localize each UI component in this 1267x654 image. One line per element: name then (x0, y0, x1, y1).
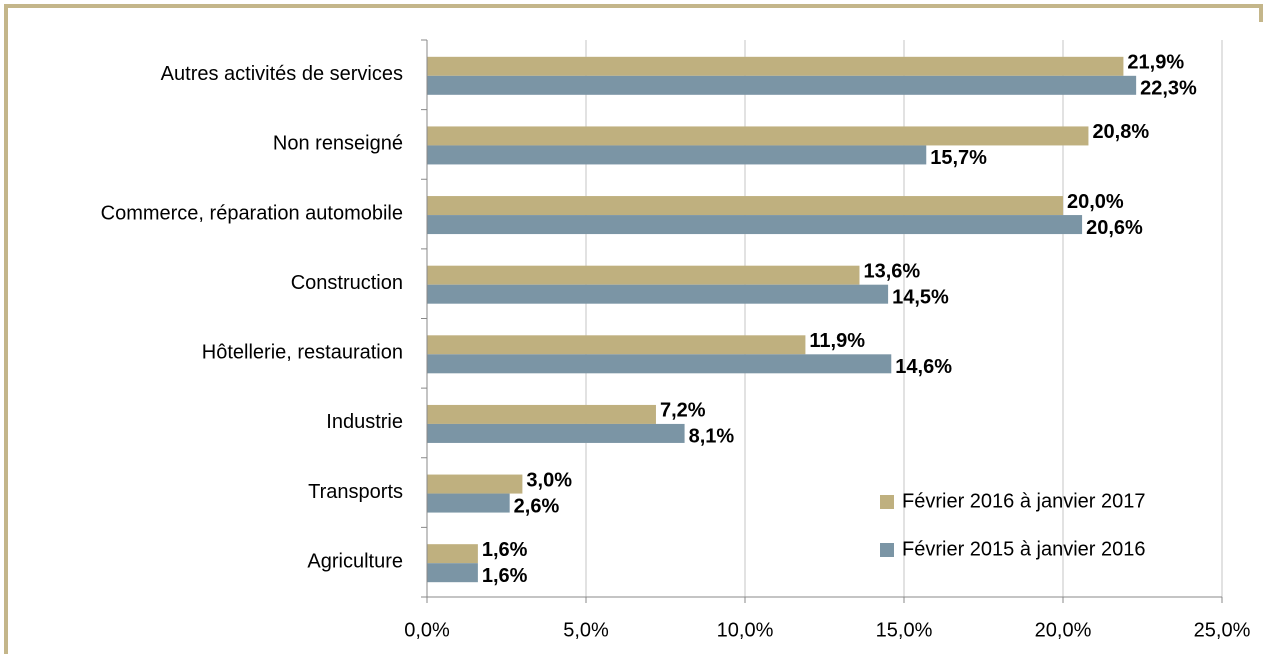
bar (427, 284, 889, 304)
x-tick-label: 15,0% (876, 619, 933, 641)
bar (427, 354, 892, 374)
value-label: 20,8% (1092, 121, 1149, 143)
bar (427, 563, 478, 583)
legend-label: Février 2016 à janvier 2017 (902, 490, 1145, 512)
bar (427, 423, 685, 443)
bar (427, 474, 523, 494)
y-tick-label: Construction (291, 272, 403, 294)
y-tick-label: Transports (308, 481, 403, 503)
bar (427, 265, 860, 285)
value-label: 1,6% (482, 539, 528, 561)
bar (427, 145, 927, 165)
bar (427, 404, 656, 424)
value-label: 21,9% (1127, 52, 1184, 74)
value-label: 11,9% (809, 330, 865, 352)
value-label: 14,6% (895, 356, 952, 378)
value-label: 1,6% (482, 565, 528, 587)
bar (427, 335, 806, 355)
value-label: 14,5% (892, 286, 949, 308)
x-tick-label: 25,0% (1194, 619, 1251, 641)
value-label: 22,3% (1140, 78, 1197, 100)
bar (427, 126, 1089, 146)
bar (427, 56, 1124, 76)
bar (427, 215, 1083, 235)
legend-swatch (880, 495, 894, 509)
x-tick-label: 0,0% (404, 619, 450, 641)
x-tick-label: 5,0% (563, 619, 609, 641)
y-tick-label: Commerce, réparation automobile (101, 202, 403, 224)
value-label: 2,6% (514, 495, 560, 517)
legend-label: Février 2015 à janvier 2016 (902, 538, 1145, 560)
value-label: 3,0% (526, 469, 572, 491)
y-tick-label: Industrie (326, 411, 403, 433)
y-tick-label: Autres activités de services (161, 63, 403, 85)
x-tick-label: 10,0% (717, 619, 774, 641)
bar (427, 196, 1063, 216)
value-label: 13,6% (863, 260, 920, 282)
y-tick-label: Hôtellerie, restauration (202, 342, 403, 364)
y-tick-label: Non renseigné (273, 133, 403, 155)
value-label: 20,0% (1067, 191, 1124, 213)
frame (4, 4, 1263, 654)
x-tick-label: 20,0% (1035, 619, 1092, 641)
value-label: 15,7% (930, 147, 987, 169)
value-label: 7,2% (660, 400, 706, 422)
value-label: 20,6% (1086, 217, 1143, 239)
bar (427, 544, 478, 564)
legend-swatch (880, 543, 894, 557)
value-label: 8,1% (689, 426, 735, 448)
bar (427, 493, 510, 513)
bar (427, 75, 1137, 95)
y-tick-label: Agriculture (307, 550, 403, 572)
